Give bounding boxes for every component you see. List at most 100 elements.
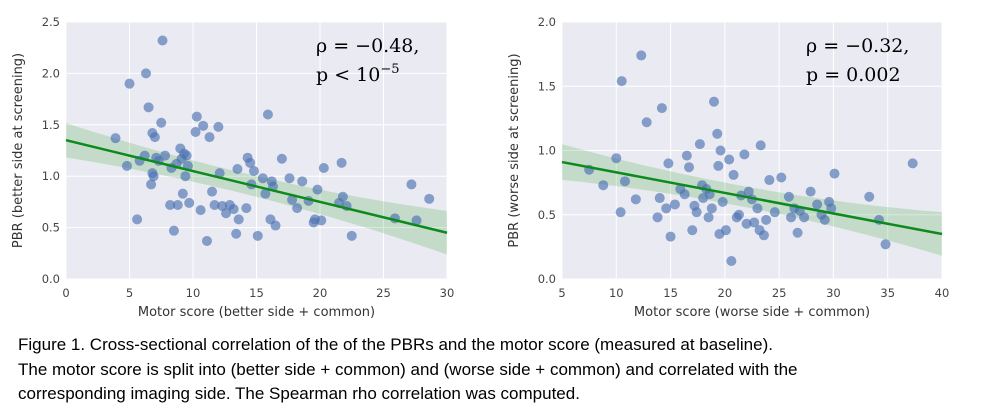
data-point	[907, 158, 918, 169]
data-point	[181, 150, 192, 161]
x-tick-label: 35	[880, 286, 895, 300]
data-point	[654, 193, 665, 204]
data-point	[406, 179, 417, 190]
caption-line-2: The motor score is split into (better si…	[18, 359, 798, 379]
y-tick-label: 2.0	[42, 66, 60, 80]
data-point	[724, 154, 735, 165]
data-point	[598, 180, 609, 191]
data-point	[143, 102, 154, 113]
data-point	[248, 166, 259, 177]
data-point	[805, 186, 816, 197]
data-point	[741, 218, 752, 229]
data-point	[755, 140, 766, 151]
data-point	[826, 203, 837, 214]
data-point	[297, 176, 308, 187]
data-point	[769, 207, 780, 218]
y-tick-label: 0.5	[42, 221, 60, 235]
data-point	[880, 239, 891, 250]
data-point	[284, 173, 295, 184]
data-point	[783, 191, 794, 202]
data-point	[214, 168, 225, 179]
y-axis-label: PBR (better side at screening)	[11, 53, 26, 248]
data-point	[799, 212, 810, 223]
data-point	[336, 157, 347, 168]
data-point	[424, 193, 435, 204]
data-point	[228, 204, 239, 215]
data-point	[712, 128, 723, 139]
data-point	[213, 121, 224, 132]
data-point	[864, 191, 875, 202]
figure-canvas: 0 5 10 15 20 25 30 0.0 0.5 1.0 1.5 2.0 2.5 Motor scor…	[11, 15, 949, 320]
data-point	[733, 209, 744, 220]
chart-panel-worse-side: 5 10 15 20 25 30 35 40 0.0 0.5 1.0 1.5 2.0 Motor scor…	[507, 15, 949, 320]
data-point	[257, 173, 268, 184]
data-point	[792, 227, 803, 238]
data-point	[616, 76, 627, 87]
data-point	[726, 256, 737, 267]
regression-line	[561, 160, 943, 236]
data-point	[141, 68, 152, 79]
data-point	[764, 175, 775, 186]
data-point	[709, 96, 719, 107]
data-point	[146, 179, 157, 190]
x-tick-label: 25	[772, 286, 787, 300]
data-point	[177, 188, 188, 199]
data-point	[318, 162, 329, 173]
data-point	[207, 186, 218, 197]
data-point	[411, 215, 422, 226]
data-point	[260, 188, 271, 199]
x-tick-label: 20	[718, 286, 733, 300]
data-point	[630, 194, 641, 205]
data-point	[221, 208, 232, 219]
y-tick-label: 0.0	[42, 272, 60, 286]
data-point	[157, 35, 168, 46]
data-point	[292, 203, 303, 214]
data-point	[160, 150, 171, 161]
data-point	[149, 132, 160, 143]
data-point	[752, 203, 763, 214]
y-tick-label: 1.5	[42, 118, 60, 132]
data-point	[829, 168, 840, 179]
data-point	[121, 160, 132, 171]
p-value-annotation: p < 10−5	[316, 62, 400, 86]
data-point	[706, 203, 717, 214]
data-point	[652, 212, 663, 223]
rho-annotation: ρ = −0.48,	[316, 35, 419, 57]
data-point	[233, 214, 244, 225]
data-point	[180, 171, 191, 182]
data-point	[337, 191, 348, 202]
data-point	[132, 214, 143, 225]
data-point	[715, 145, 726, 156]
data-point	[232, 164, 243, 175]
x-tick-label: 30	[826, 286, 841, 300]
data-point	[262, 109, 273, 120]
data-point	[703, 212, 714, 223]
y-tick-label: 0.0	[538, 272, 556, 286]
x-tick-label: 15	[249, 286, 264, 300]
data-point	[148, 171, 159, 182]
rho-annotation: ρ = −0.32,	[806, 35, 909, 57]
data-point	[201, 235, 212, 246]
data-point	[270, 220, 281, 231]
x-tick-label: 30	[440, 286, 455, 300]
data-point	[156, 117, 167, 128]
chart-panel-better-side: 0 5 10 15 20 25 30 0.0 0.5 1.0 1.5 2.0 2.5 Motor scor…	[11, 15, 454, 320]
data-point	[819, 214, 830, 225]
data-point	[739, 149, 750, 160]
data-point	[195, 205, 206, 216]
data-point	[231, 228, 242, 239]
data-point	[681, 150, 692, 161]
data-point	[636, 50, 647, 61]
data-point	[245, 157, 256, 168]
data-point	[713, 160, 724, 171]
data-point	[749, 217, 760, 228]
data-point	[209, 199, 220, 210]
data-point	[687, 225, 698, 236]
figure-caption: Figure 1. Cross-sectional correlation of…	[18, 333, 978, 407]
data-point	[615, 207, 626, 218]
data-point	[312, 184, 323, 195]
x-tick-label: 0	[62, 286, 69, 300]
data-point	[172, 199, 183, 210]
data-point	[619, 176, 630, 187]
x-axis-label: Motor score (better side + common)	[138, 305, 375, 320]
